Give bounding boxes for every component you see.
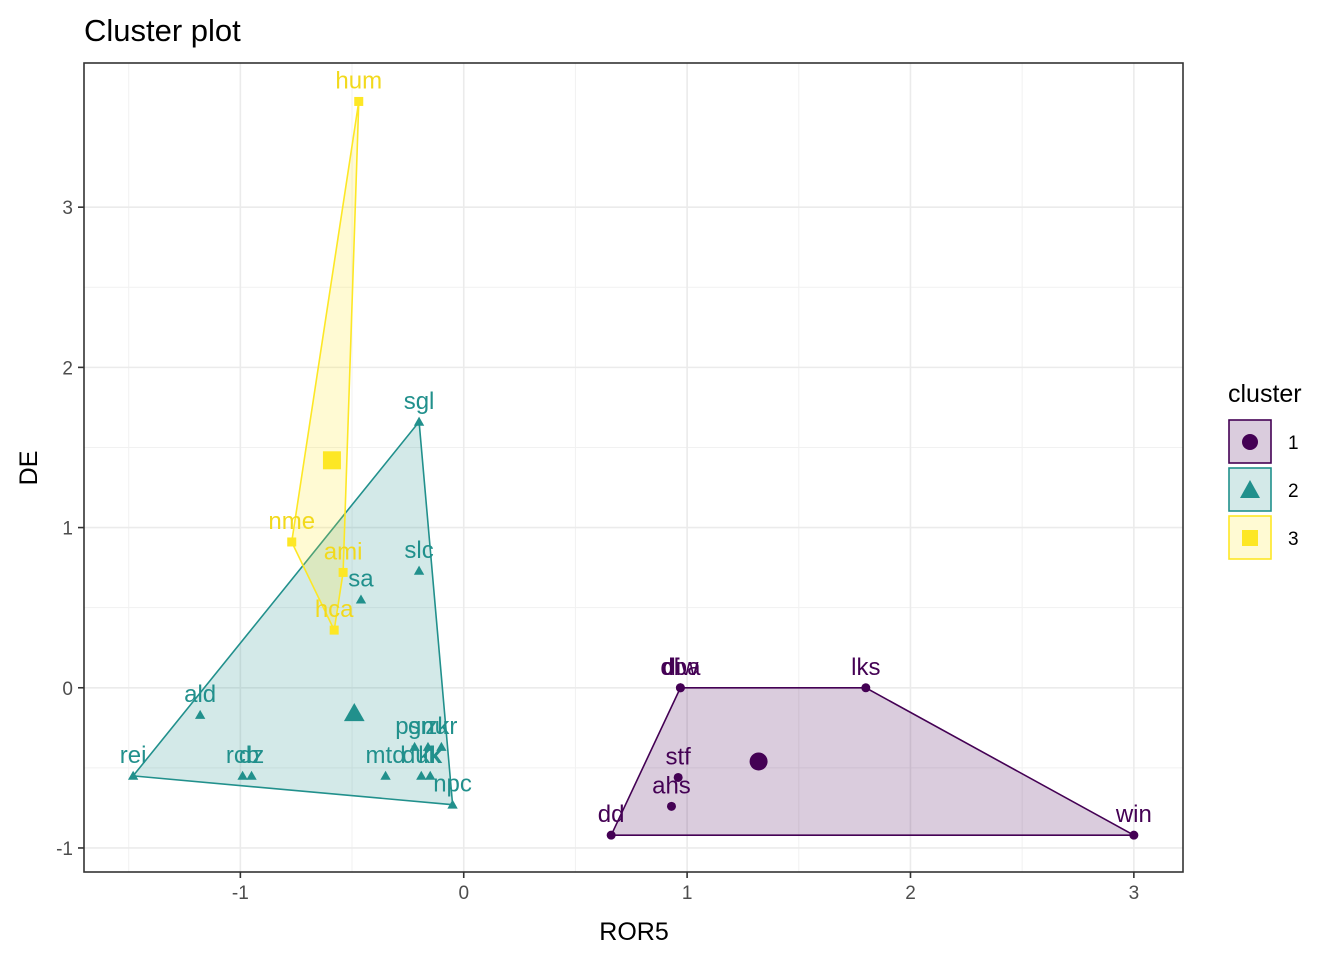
x-tick-label: -1 [232,883,249,904]
point-label: rei [120,742,147,769]
y-axis-title: DE [15,451,43,486]
legend-label-1: 1 [1288,433,1299,454]
cluster-2-point [425,770,436,780]
y-tick-label: -1 [56,839,73,860]
cluster-2-point [436,741,447,751]
point-label: sa [348,566,374,593]
point-label: hum [335,67,382,94]
point-label: mtd [366,742,406,769]
chart-title: Cluster plot [84,13,241,48]
point-label: diw [662,654,699,681]
cluster-1-point [861,683,871,693]
x-tick-label: 1 [682,883,693,904]
cluster-2-hull [131,419,454,806]
cluster-3-point [338,567,348,577]
cluster-3-centroid [322,451,341,470]
cluster-2-point [355,594,367,604]
point-label: ahs [652,772,691,799]
point-label: npc [433,771,472,798]
point-label: hca [315,596,354,623]
y-tick-label: 3 [62,198,73,219]
panel-border [83,62,1184,873]
cluster-2-point [409,741,420,751]
point-label: duk [402,742,442,769]
cluster-2-point [413,565,425,575]
point-label: gnu [408,713,448,740]
point-label: win [1115,801,1152,828]
point-label: slc [404,537,433,564]
x-tick-label: 2 [905,883,916,904]
point-label: ald [184,681,216,708]
point-label: stf [666,743,692,770]
legend-title: cluster [1228,380,1302,408]
y-tick-label: 0 [62,679,73,700]
legend: cluster 1 2 3 [1228,380,1302,560]
point-label: nme [268,508,315,535]
cluster-2-centroid [343,703,365,722]
point-label: kk [418,742,443,769]
legend-label-3: 3 [1288,529,1299,550]
point-label: dba [660,654,701,681]
cluster-2-point [416,770,427,780]
point-label: ami [324,538,363,565]
legend-label-2: 2 [1288,481,1299,502]
x-axis-title: ROR5 [599,918,668,946]
point-label: sgl [404,388,435,415]
cluster-3-point [329,625,339,635]
cluster-2-point [413,416,425,426]
x-tick-label: 3 [1129,883,1140,904]
y-tick-label: 1 [62,519,73,540]
point-label: dz [239,742,264,769]
cluster-2-point [447,799,458,809]
cluster-3-point [354,96,364,106]
cluster-2-point [194,709,206,719]
panel-background [84,63,1183,872]
cluster-2-point [246,770,257,780]
y-tick-label: 2 [62,358,73,379]
cluster-2-point [422,741,434,751]
point-label: lks [851,654,880,681]
cluster-1-point [675,683,685,693]
cluster-1-point [673,772,683,782]
cluster-1-point [666,801,676,811]
legend-symbol-square [1242,530,1258,546]
cluster-1-point [606,830,616,840]
cluster-1-point [1129,830,1139,840]
point-label: rcb [226,742,259,769]
point-label: dd [598,801,625,828]
cluster-1-centroid [749,752,768,771]
legend-symbol-circle [1242,434,1258,450]
cluster-2-point [237,770,248,780]
point-label: zkr [425,713,457,740]
cluster-2-point [380,770,391,780]
cluster-2-point [127,770,139,780]
cluster-3-point [287,537,297,547]
x-tick-label: 0 [458,883,469,904]
legend-symbol-triangle [1240,480,1260,498]
point-label: psn [395,713,434,740]
